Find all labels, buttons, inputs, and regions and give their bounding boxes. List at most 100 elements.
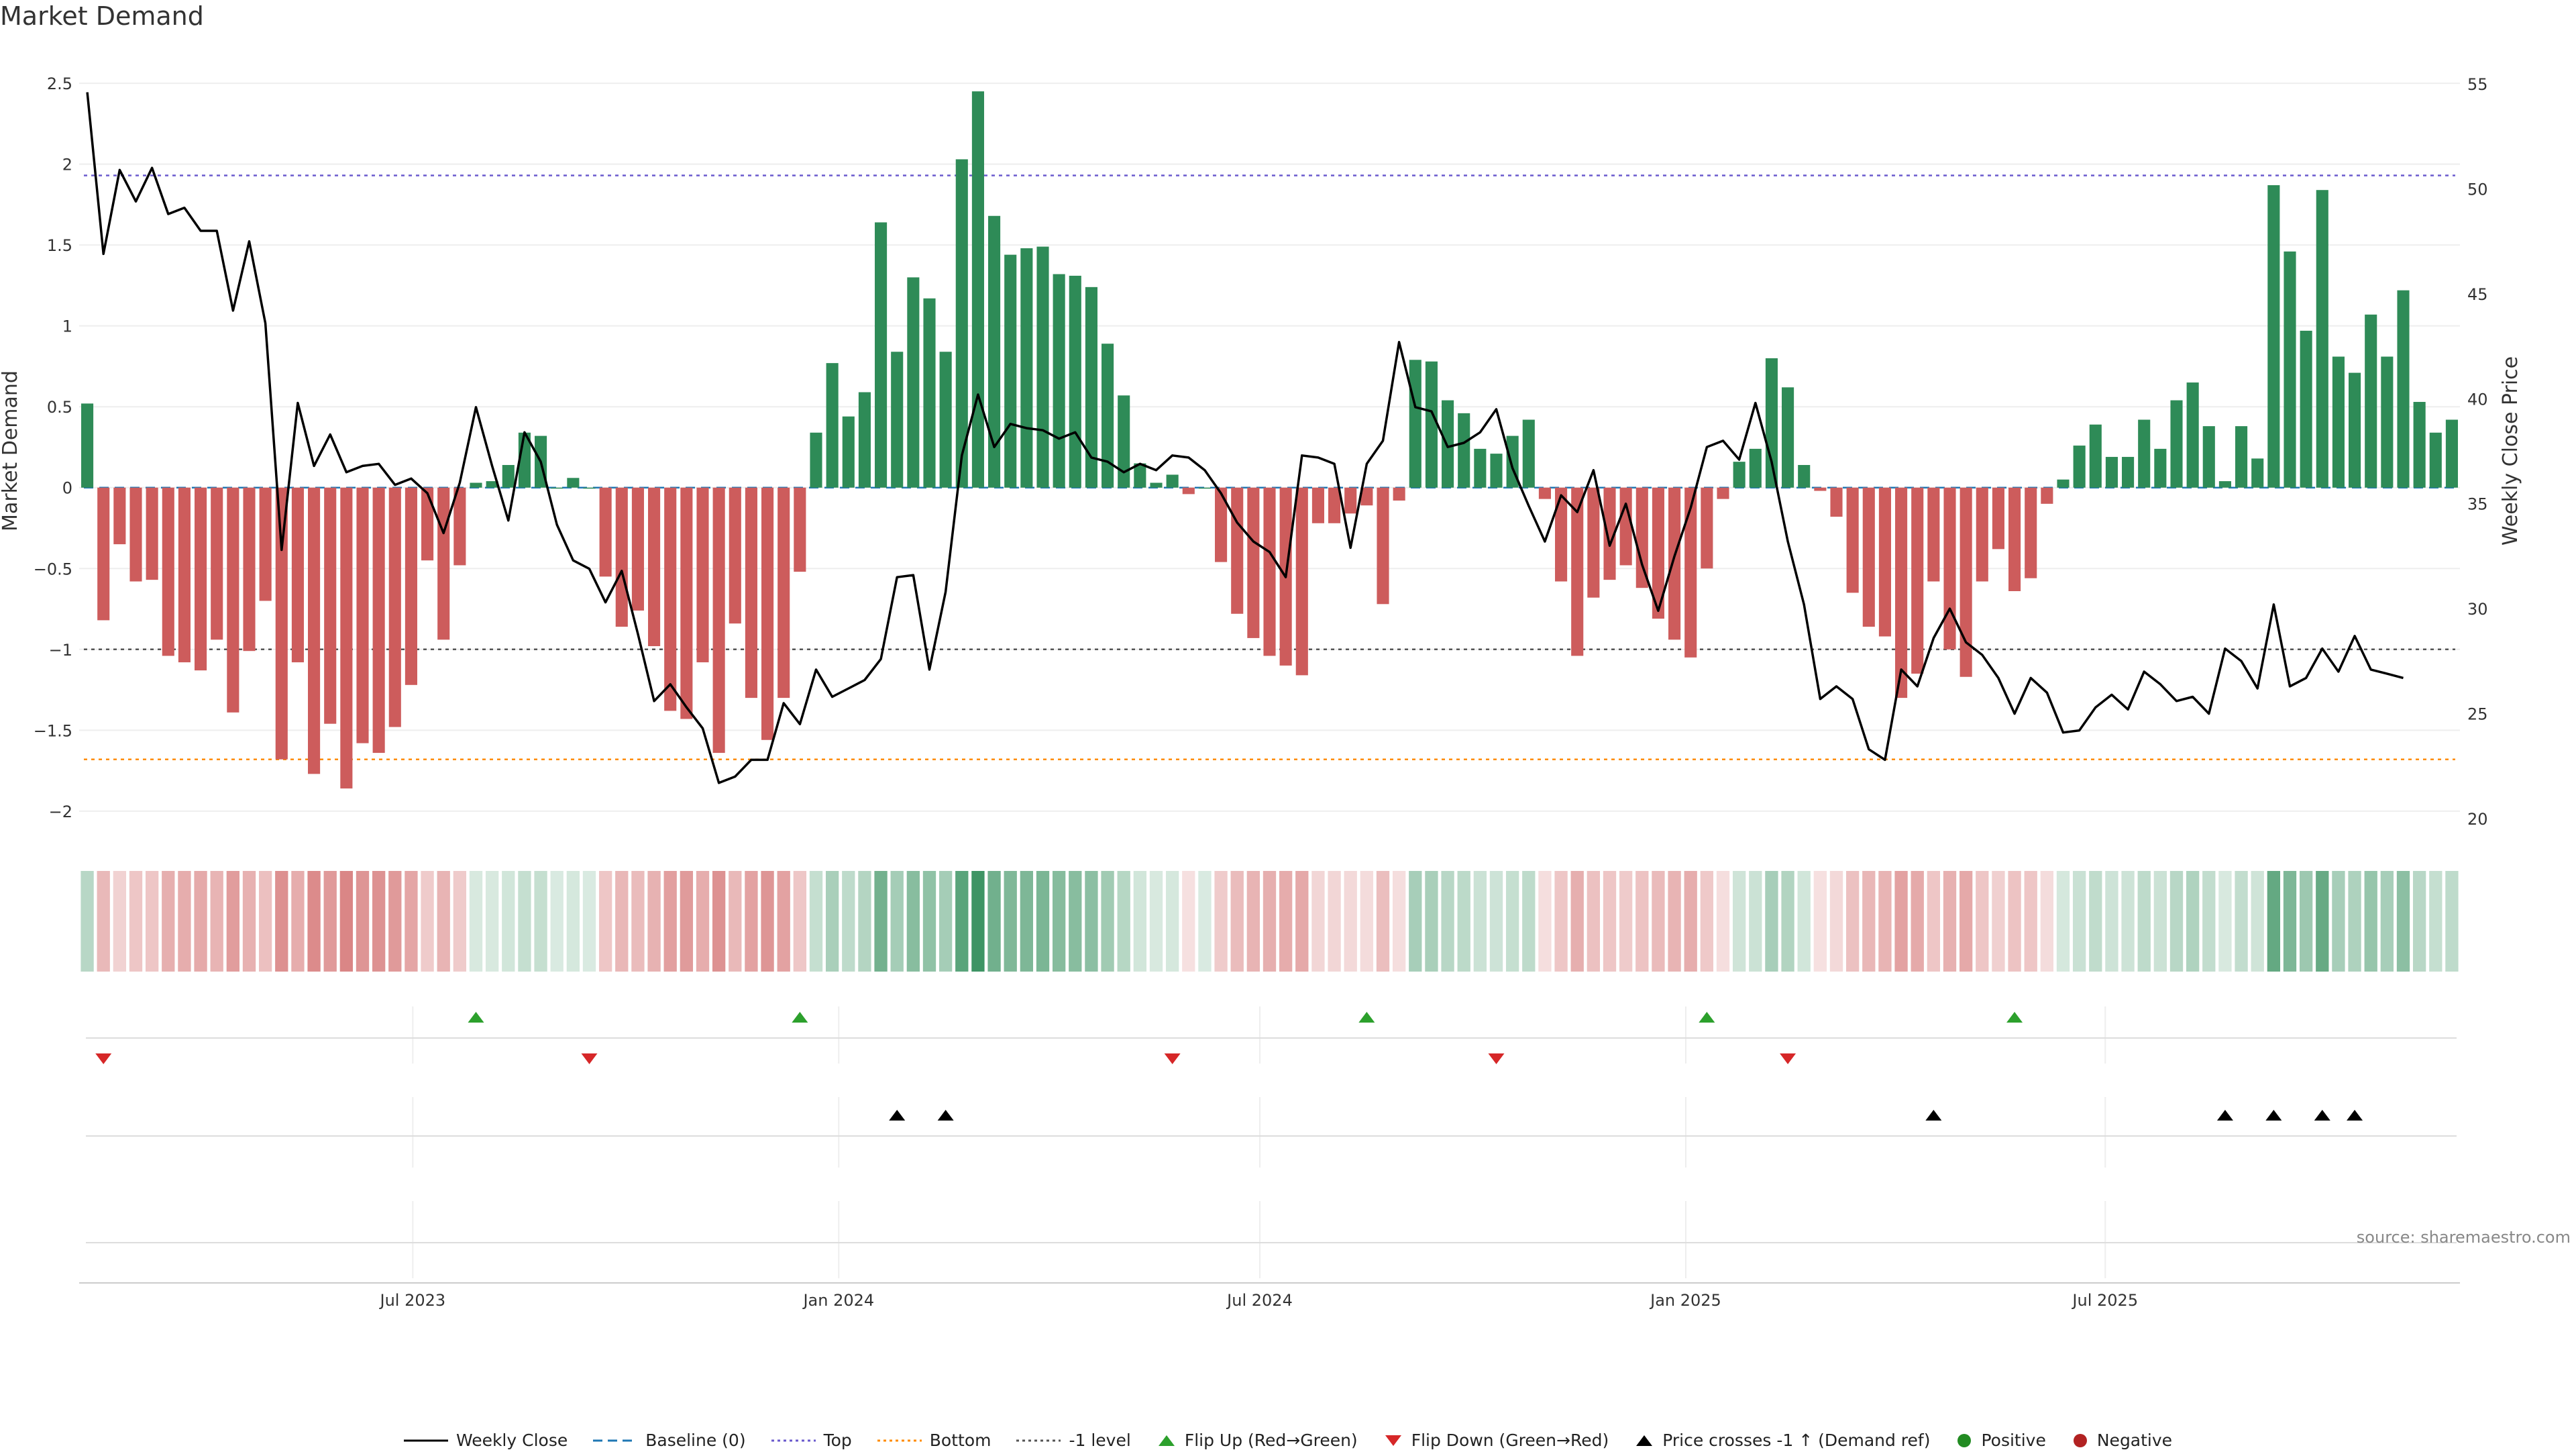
legend-dash-icon [593,1439,638,1441]
triangle-down-icon [1385,1435,1401,1446]
demand-bar [2429,432,2442,488]
legend-item-bottom[interactable]: Bottom [877,1431,991,1450]
heat-cell [1992,871,2005,972]
demand-bar [1538,487,1551,499]
heat-cell [2121,871,2135,972]
demand-bar [745,487,757,698]
heat-cell [178,871,191,972]
legend-item-minus-one[interactable]: -1 level [1016,1431,1131,1450]
heat-cell [372,871,386,972]
demand-bar [1102,344,1114,488]
heat-cell [598,871,612,972]
heat-cell [2089,871,2102,972]
y2-tick-label: 20 [2467,810,2488,829]
heat-cell [1976,871,1989,972]
demand-bar [2316,190,2328,488]
heat-cell [1668,871,1681,972]
demand-bar [81,403,94,488]
demand-bar [1295,487,1308,676]
heat-cell [1862,871,1876,972]
demand-bar [955,159,968,488]
heat-cell [2251,871,2264,972]
demand-bar [1247,487,1260,638]
demand-bar [2025,487,2037,578]
demand-bar [1830,487,1843,517]
heat-cell [777,871,790,972]
heat-cell [2235,871,2248,972]
legend-item-baseline[interactable]: Baseline (0) [593,1431,746,1450]
legend-item-flip-down[interactable]: Flip Down (Green→Red) [1383,1431,1609,1450]
price-cross-marker [2314,1110,2330,1121]
heat-cell [1878,871,1892,972]
demand-bar [2122,456,2135,488]
heat-cell [162,871,175,972]
heat-cell [1441,871,1454,972]
heat-cell [761,871,774,972]
demand-bar [2365,314,2377,488]
y2-tick-label: 45 [2467,285,2488,304]
y2-tick-label: 35 [2467,495,2488,514]
flip-down-marker [95,1053,112,1064]
y-tick-label: 0.5 [47,398,72,417]
demand-bar [729,487,741,624]
demand-bar [971,91,984,488]
demand-bar [1555,487,1568,582]
y2-tick-label: 40 [2467,390,2488,409]
demand-bar [1798,464,1811,488]
demand-bar [405,487,417,685]
demand-bar [453,487,466,566]
heat-cell [1052,871,1066,972]
legend-item-positive[interactable]: Positive [1955,1431,2046,1450]
demand-bar [1215,487,1228,562]
heat-cell [1117,871,1130,972]
demand-bar [2202,426,2215,488]
triangle-up-icon [1158,1435,1175,1446]
demand-bar [356,487,369,743]
heat-cell [2202,871,2216,972]
flip-up-marker [2006,1012,2023,1023]
demand-bar [243,487,256,652]
x-tick-label: Jan 2025 [1649,1291,1721,1310]
heat-cell [2024,871,2037,972]
price-cross-markers-panel [86,1097,2457,1168]
heat-cell [1894,871,1908,972]
x-tick-label: Jul 2023 [379,1291,446,1310]
legend-item-price-cross[interactable]: Price crosses -1 ↑ (Demand ref) [1634,1431,1930,1450]
heat-cell [2169,871,2184,972]
demand-bar [2073,446,2086,488]
heat-cell [1927,871,1941,972]
heat-cell [421,871,434,972]
heat-cell [2332,871,2345,972]
legend-item-weekly-close[interactable]: Weekly Close [403,1431,568,1450]
heat-cell [971,871,985,972]
heat-cell [2380,871,2394,972]
y-tick-label: 1.5 [47,236,72,255]
legend-dot-line-icon [771,1439,816,1441]
legend-item-flip-up[interactable]: Flip Up (Red→Green) [1157,1431,1358,1450]
demand-bar [2218,481,2231,488]
demand-bar [1474,448,1487,488]
demand-heat-strip [80,871,2459,972]
triangle-up-icon [1636,1435,1653,1446]
demand-bar [1118,395,1130,488]
demand-bar [340,487,353,789]
heat-cell [437,871,450,972]
y2-tick-label: 25 [2467,705,2488,724]
price-cross-marker [2216,1110,2233,1121]
heat-cell [825,871,839,972]
legend-item-negative[interactable]: Negative [2072,1431,2172,1450]
heat-cell [2218,871,2232,972]
y-axis-title: Market Demand [0,370,22,531]
heat-cell [1149,871,1163,972]
demand-bar [129,487,142,582]
heat-cell [1101,871,1114,972]
legend-item-top[interactable]: Top [771,1431,852,1450]
flip-markers-panel [86,1006,2457,1064]
demand-bar [1960,487,1972,677]
heat-cell [1684,871,1697,972]
x-tick-label: Jul 2024 [1226,1291,1293,1310]
demand-bar [712,487,725,754]
demand-bar [1085,287,1097,488]
heat-cell [890,871,904,972]
legend-dot-line-icon [877,1439,922,1441]
